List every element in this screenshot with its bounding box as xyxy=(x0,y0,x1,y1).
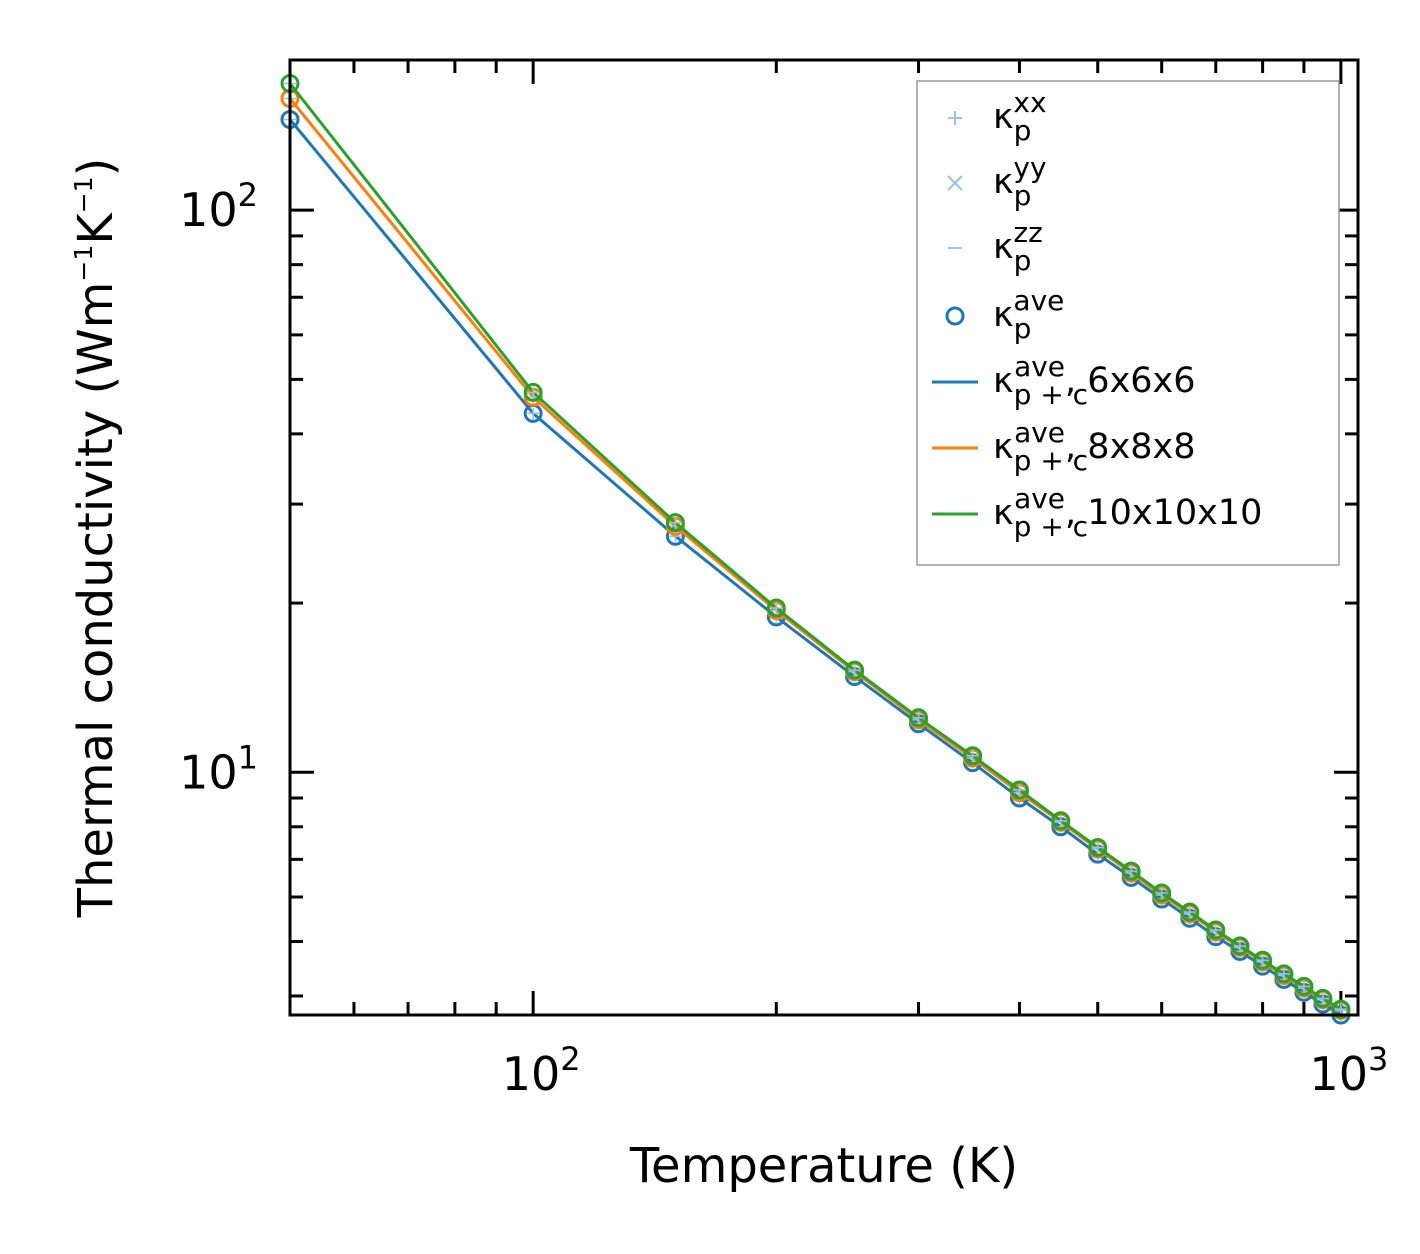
y-axis-label-mid: K xyxy=(68,212,124,245)
data-point xyxy=(845,660,865,680)
data-point xyxy=(1180,902,1200,922)
y-axis-label-exp2: −1 xyxy=(69,176,98,213)
legend-label: κpxx xyxy=(993,86,1047,147)
legend-label: κp + cave, 8x8x8 xyxy=(993,416,1196,477)
data-point xyxy=(1009,780,1029,800)
series-10x10x10 xyxy=(280,74,1351,1019)
legend-entry: κpave xyxy=(945,284,1064,345)
x-tick-label: 102 xyxy=(502,1040,581,1101)
data-point xyxy=(1274,964,1294,984)
legend-label: κpyy xyxy=(993,151,1047,212)
data-point xyxy=(1331,999,1351,1019)
y-axis-label-exp1: −1 xyxy=(69,245,98,282)
series-line-10x10x10 xyxy=(288,82,1342,1011)
y-axis-label: Thermal conductivity (Wm−1K−1) xyxy=(68,158,124,919)
legend-entry: κp + cave, 10x10x10 xyxy=(932,482,1262,543)
legend-circle-marker xyxy=(945,306,965,326)
data-point xyxy=(1294,976,1314,996)
legend-cross-marker xyxy=(947,175,963,191)
data-point xyxy=(1088,837,1108,857)
legend-label: κp + cave, 6x6x6 xyxy=(993,350,1196,411)
data-point xyxy=(766,598,786,618)
plot-frame xyxy=(288,58,1360,1017)
data-point xyxy=(1253,950,1273,970)
data-point xyxy=(665,513,685,533)
legend-entry: κpyy xyxy=(947,151,1047,212)
data-point xyxy=(523,382,543,402)
data-point xyxy=(1206,920,1226,940)
legend-label: κp + cave, 10x10x10 xyxy=(993,482,1262,543)
y-tick-label: 101 xyxy=(179,738,258,799)
tick-labels: 102 103 101 102 xyxy=(179,176,1388,1101)
x-tick-label: 103 xyxy=(1309,1040,1388,1101)
legend-label: κpave xyxy=(993,284,1064,345)
legend-entry: κpxx xyxy=(948,86,1047,147)
plot-area xyxy=(280,74,1351,1025)
data-point xyxy=(1152,883,1172,903)
data-point xyxy=(963,746,983,766)
data-point xyxy=(909,708,929,728)
legend-entry: κp + cave, 6x6x6 xyxy=(932,350,1196,411)
legend-box xyxy=(916,80,1340,566)
series-line-6x6x6 xyxy=(288,118,1342,1017)
x-axis-label: Temperature (K) xyxy=(629,1138,1018,1194)
y-tick-label: 102 xyxy=(179,176,258,237)
y-axis-label-text: Thermal conductivity (Wm xyxy=(68,282,124,919)
legend-label: κpzz xyxy=(993,216,1043,277)
legend-entry: κpzz xyxy=(948,216,1043,277)
legend-entry: κp + cave, 8x8x8 xyxy=(932,416,1196,477)
data-point xyxy=(1230,936,1250,956)
data-point xyxy=(1313,988,1333,1008)
axis-ticks xyxy=(288,60,1358,1015)
y-axis-label-close: ) xyxy=(68,158,124,177)
data-point xyxy=(1051,811,1071,831)
data-point xyxy=(1121,861,1141,881)
